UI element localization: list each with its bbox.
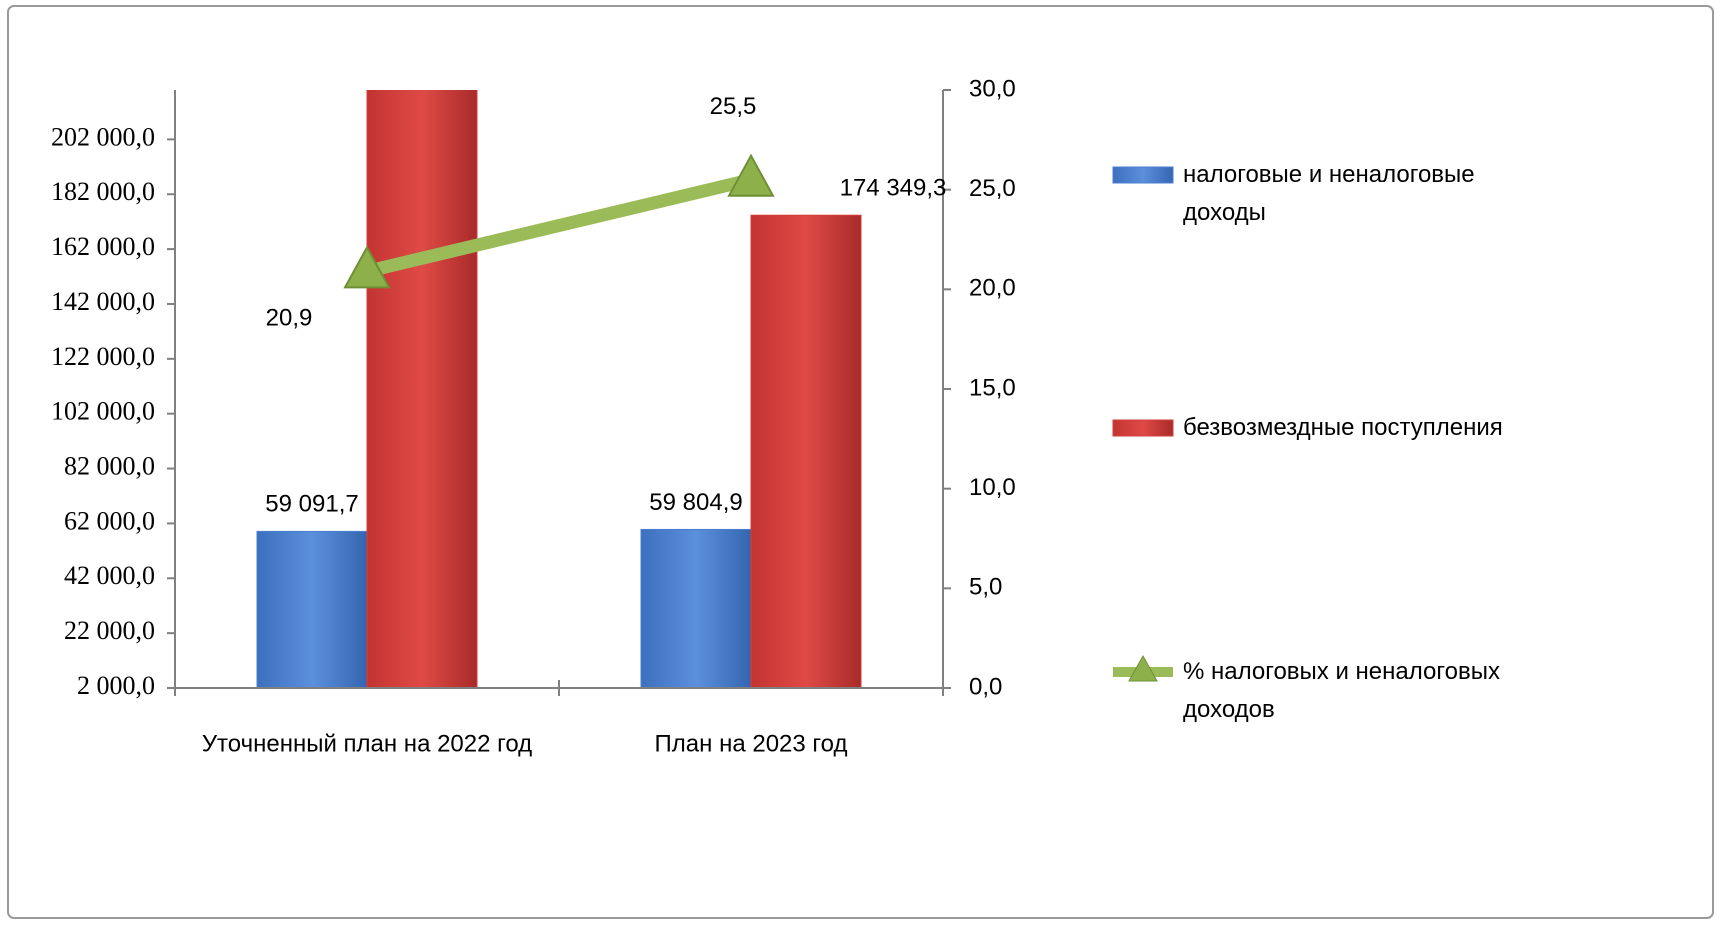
y2-tick-label: 20,0 bbox=[969, 275, 1016, 302]
legend-marker bbox=[1128, 654, 1158, 682]
data-label: 59 091,7 bbox=[265, 491, 358, 518]
bar bbox=[750, 214, 862, 688]
y-tick-label: 162 000,0 bbox=[51, 232, 155, 261]
y-tick-label: 42 000,0 bbox=[64, 561, 155, 590]
y2-tick-label: 15,0 bbox=[969, 374, 1016, 401]
y2-tick-label: 30,0 bbox=[969, 75, 1016, 102]
frame bbox=[7, 5, 1714, 919]
y2-tick-label: 0,0 bbox=[969, 673, 1002, 700]
bar bbox=[640, 528, 752, 688]
legend-label: налоговые и неналоговые доходы bbox=[1183, 161, 1475, 226]
y-tick-label: 202 000,0 bbox=[51, 122, 155, 151]
y-tick-label: 82 000,0 bbox=[64, 452, 155, 481]
data-label: 25,5 bbox=[710, 93, 757, 120]
legend-swatch bbox=[1112, 166, 1174, 184]
legend-label: % налоговых и неналоговых доходов bbox=[1183, 658, 1500, 723]
legend-label: безвозмездные поступления bbox=[1183, 414, 1503, 441]
bar bbox=[256, 530, 368, 688]
plot-area bbox=[256, 90, 862, 688]
line bbox=[365, 173, 753, 278]
y-tick-label: 122 000,0 bbox=[51, 342, 155, 371]
bar bbox=[366, 90, 478, 688]
y-tick-label: 22 000,0 bbox=[64, 616, 155, 645]
y-tick-label: 102 000,0 bbox=[51, 397, 155, 426]
y2-tick-label: 25,0 bbox=[969, 175, 1016, 202]
legend-swatch bbox=[1112, 419, 1174, 437]
y-tick-label: 182 000,0 bbox=[51, 177, 155, 206]
y2-tick-label: 5,0 bbox=[969, 574, 1002, 601]
data-label: 20,9 bbox=[266, 305, 313, 332]
data-label: 59 804,9 bbox=[649, 489, 742, 516]
y-tick-label: 142 000,0 bbox=[51, 287, 155, 316]
x-tick-label: План на 2023 год bbox=[655, 730, 848, 757]
data-label: 174 349,3 bbox=[840, 175, 947, 202]
x-tick-label: Уточненный план на 2022 год bbox=[202, 730, 532, 757]
y-tick-label: 2 000,0 bbox=[77, 671, 155, 700]
marker bbox=[727, 153, 775, 197]
marker bbox=[343, 245, 391, 289]
y2-tick-label: 10,0 bbox=[969, 474, 1016, 501]
y-tick-label: 62 000,0 bbox=[64, 506, 155, 535]
